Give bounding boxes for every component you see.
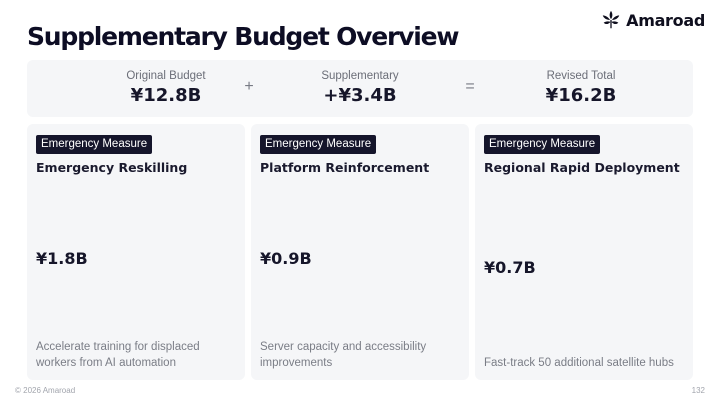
summary-label: Supplementary (321, 70, 399, 82)
equals-operator: = (465, 78, 475, 95)
summary-label: Revised Total (546, 70, 616, 82)
leaf-logo-icon (602, 10, 620, 29)
card-amount: ¥1.8B (36, 249, 88, 268)
status-badge: Emergency Measure (260, 135, 377, 154)
status-badge: Emergency Measure (36, 135, 153, 154)
measure-card-regional: Emergency Measure Regional Rapid Deploym… (475, 124, 693, 380)
card-description: Fast-track 50 additional satellite hubs (484, 357, 674, 369)
card-description: Server capacity and accessibility improv… (260, 341, 427, 369)
summary-revised-total: Revised Total ¥16.2B (501, 70, 661, 106)
summary-supplementary: Supplementary +¥3.4B (280, 70, 440, 106)
measure-card-platform: Emergency Measure Platform Reinforcement… (251, 124, 469, 380)
page-title: Supplementary Budget Overview (27, 22, 459, 51)
card-description: Accelerate training for displaced worker… (36, 341, 200, 369)
card-title: Emergency Reskilling (36, 160, 188, 175)
card-amount: ¥0.7B (484, 258, 536, 277)
summary-original-budget: Original Budget ¥12.8B (86, 70, 246, 106)
card-amount: ¥0.9B (260, 249, 312, 268)
budget-summary-bar: Original Budget ¥12.8B + Supplementary +… (27, 60, 693, 117)
summary-value: ¥16.2B (545, 85, 617, 106)
plus-operator: + (244, 78, 254, 95)
summary-label: Original Budget (126, 70, 206, 82)
brand-name: Amaroad (626, 10, 705, 30)
summary-value: ¥12.8B (130, 85, 202, 106)
card-title: Regional Rapid Deployment (484, 160, 680, 175)
page-number: 132 (691, 386, 705, 395)
card-title: Platform Reinforcement (260, 160, 430, 175)
measure-card-reskilling: Emergency Measure Emergency Reskilling ¥… (27, 124, 245, 380)
summary-value: +¥3.4B (323, 85, 397, 106)
copyright-text: © 2026 Amaroad (15, 386, 76, 395)
status-badge: Emergency Measure (484, 135, 601, 154)
brand-logo: Amaroad (600, 9, 705, 31)
